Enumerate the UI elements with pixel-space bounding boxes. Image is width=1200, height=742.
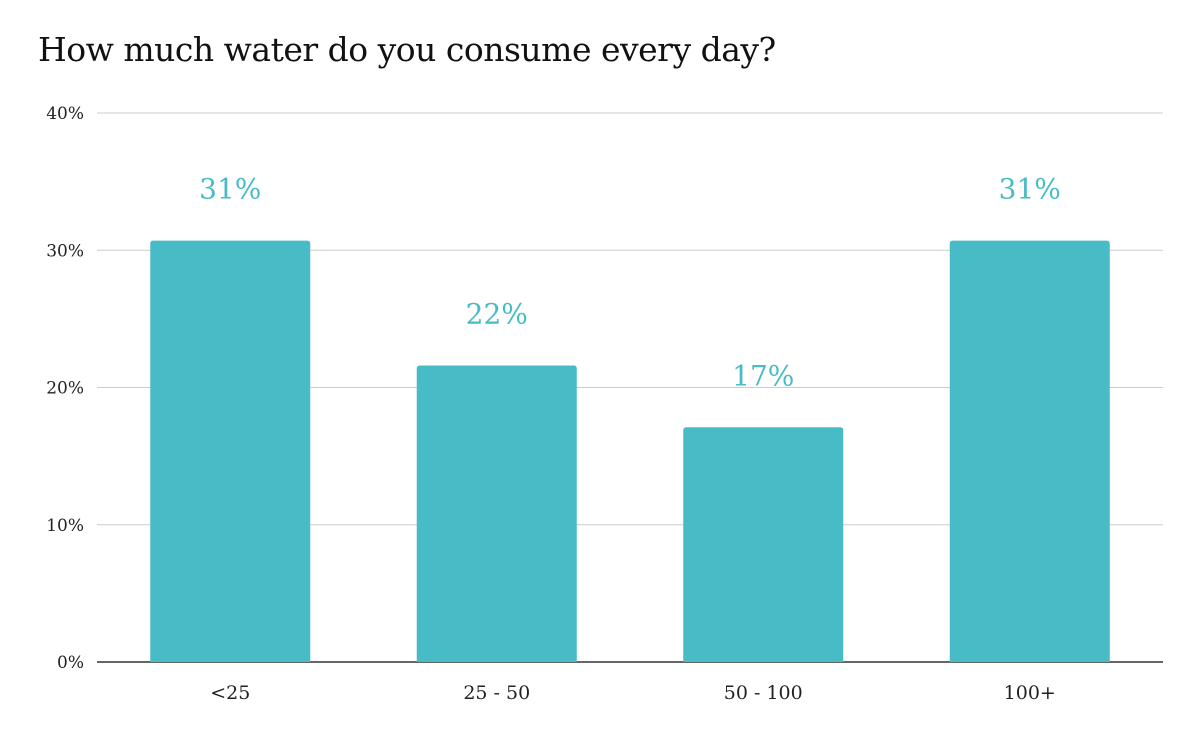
bar [416,365,577,662]
y-tick-label: 0% [57,653,84,673]
y-tick-label: 10% [46,516,84,536]
y-tick-label: 40% [46,104,84,124]
y-tick-label: 30% [46,241,84,261]
chart-title: How much water do you consume every day? [38,30,776,69]
bar [150,240,311,662]
data-label: 22% [466,298,528,331]
data-label: 31% [999,173,1061,206]
x-tick-label: 50 - 100 [724,682,803,704]
labels: 0% 10% 20% 30% 40% 31% <25 22% 25 - 50 17% 50 - 10… [46,104,1061,704]
bar [949,240,1110,662]
x-tick-label: 25 - 50 [463,682,530,704]
data-label: 31% [199,173,261,206]
bars [150,240,1110,662]
x-tick-label: 100+ [1004,682,1056,704]
bar [683,427,844,662]
data-label: 17% [732,359,794,392]
y-tick-label: 20% [46,379,84,399]
x-tick-label: <25 [210,682,250,704]
